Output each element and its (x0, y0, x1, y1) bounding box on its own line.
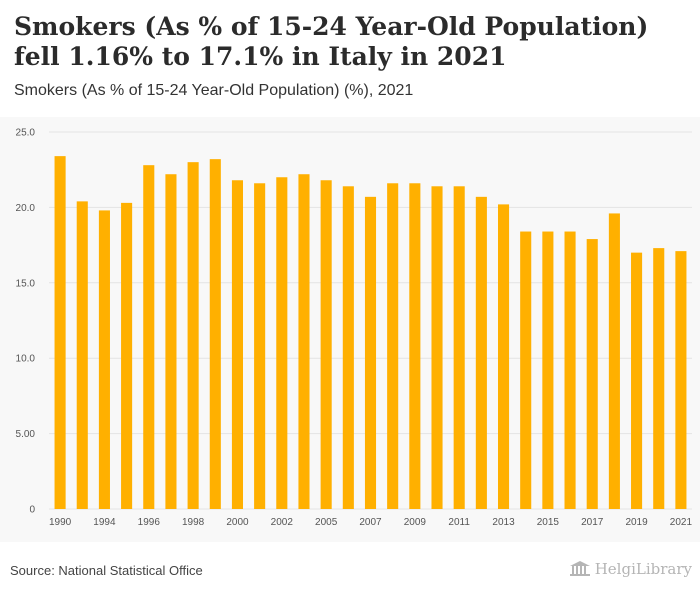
bar (165, 174, 177, 509)
bar (76, 201, 88, 510)
library-building-icon (569, 561, 590, 576)
bar (608, 213, 620, 509)
y-tick-label: 10.0 (16, 354, 36, 365)
x-tick-label: 2005 (315, 517, 338, 528)
x-tick-label: 2002 (271, 517, 294, 528)
logo-text: HelgiLibrary (594, 560, 692, 578)
bar (231, 180, 244, 510)
bar (653, 248, 665, 509)
x-tick-label: 2011 (448, 517, 470, 528)
bar (54, 156, 66, 509)
bar (453, 186, 465, 509)
bar (143, 165, 155, 509)
x-tick-label: 1994 (93, 517, 116, 528)
bar (475, 196, 487, 509)
y-tick-label: 25.0 (16, 128, 36, 139)
y-tick-label: 5.00 (16, 429, 36, 440)
source-note: Source: National Statistical Office (10, 563, 203, 578)
helgi-library-logo: HelgiLibrary (569, 560, 692, 578)
bar (254, 183, 266, 509)
bar (342, 186, 354, 509)
bar (209, 159, 221, 510)
y-tick-label: 0 (29, 505, 35, 516)
bar (542, 231, 554, 509)
x-tick-label: 2019 (625, 517, 648, 528)
bar (387, 183, 399, 509)
x-tick-label: 2007 (359, 517, 382, 528)
bar (276, 177, 288, 510)
bar (675, 251, 687, 509)
bar (121, 202, 133, 509)
x-tick-label: 2021 (670, 517, 693, 528)
chart-subtitle: Smokers (As % of 15-24 Year-Old Populati… (14, 82, 414, 99)
bar (298, 174, 310, 509)
bar (631, 252, 643, 509)
bar (409, 183, 421, 509)
bar (431, 186, 443, 509)
x-tick-label: 2000 (226, 517, 249, 528)
y-tick-label: 15.0 (16, 278, 36, 289)
bar (586, 239, 598, 509)
x-tick-label: 2015 (537, 517, 560, 528)
bar-chart: 0 5.00 10.0 15.0 20.0 25.0 1990 1994 1996 1998 200… (16, 128, 693, 529)
bar (364, 196, 377, 509)
bar (497, 204, 510, 509)
bar (520, 231, 532, 509)
chart-title: Smokers (As % of 15-24 Year-Old Populati… (14, 12, 649, 71)
bar (320, 180, 332, 510)
x-tick-label: 1990 (49, 517, 72, 528)
y-tick-label: 20.0 (16, 203, 36, 214)
bar (564, 231, 576, 509)
x-tick-label: 2009 (404, 517, 427, 528)
bar (98, 210, 110, 509)
x-tick-label: 1996 (138, 517, 161, 528)
x-tick-label: 2013 (492, 517, 515, 528)
x-tick-label: 2017 (581, 517, 604, 528)
x-tick-label: 1998 (182, 517, 205, 528)
bar (187, 162, 199, 509)
